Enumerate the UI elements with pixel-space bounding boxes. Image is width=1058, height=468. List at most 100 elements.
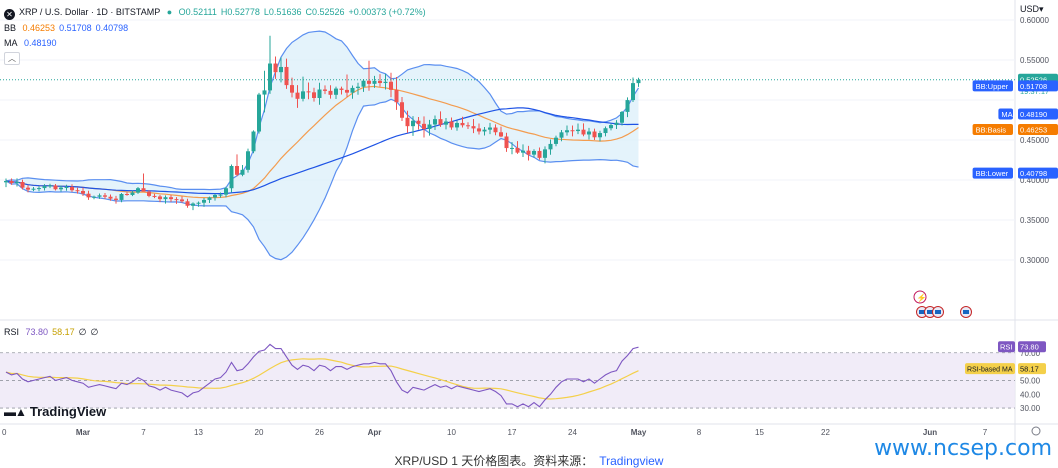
candle-body[interactable]: [163, 197, 168, 200]
rsi-legend[interactable]: RSI 73.80 58.17 ∅ ∅: [4, 326, 102, 338]
candle-body[interactable]: [394, 89, 399, 103]
candle-body[interactable]: [185, 201, 190, 206]
candle-body[interactable]: [438, 119, 443, 125]
candle-body[interactable]: [130, 192, 135, 195]
candle-body[interactable]: [620, 111, 624, 123]
candle-body[interactable]: [141, 188, 146, 192]
ma-line[interactable]: [5, 107, 639, 195]
candle-body[interactable]: [565, 130, 569, 133]
candle-body[interactable]: [229, 166, 234, 189]
candle-body[interactable]: [471, 126, 476, 129]
candle-body[interactable]: [53, 185, 58, 190]
candle-body[interactable]: [218, 194, 223, 196]
bb-upper-line[interactable]: [5, 30, 640, 191]
price-chart[interactable]: 0.60000 0.55000 0.45000 0.40000 0.35000 0.300…: [0, 0, 1058, 445]
candle-body[interactable]: [609, 125, 613, 129]
ma-legend[interactable]: MA 0.48190: [4, 37, 61, 49]
candle-body[interactable]: [174, 199, 179, 201]
candle-body[interactable]: [455, 122, 459, 128]
candle-body[interactable]: [26, 187, 30, 190]
candle-body[interactable]: [312, 92, 316, 98]
candle-body[interactable]: [191, 203, 195, 206]
candle-body[interactable]: [86, 193, 91, 198]
candle-body[interactable]: [119, 194, 124, 200]
candle-body[interactable]: [493, 127, 498, 133]
candle-body[interactable]: [224, 188, 228, 195]
lightning-icon[interactable]: [913, 290, 927, 304]
candle-body[interactable]: [378, 80, 382, 84]
candle-body[interactable]: [92, 196, 96, 198]
candle-body[interactable]: [581, 129, 586, 135]
candle-body[interactable]: [213, 194, 217, 198]
candle-body[interactable]: [328, 90, 333, 95]
candle-body[interactable]: [235, 166, 239, 175]
candle-body[interactable]: [103, 195, 107, 197]
candle-body[interactable]: [9, 180, 14, 184]
candle-body[interactable]: [42, 186, 47, 189]
candle-body[interactable]: [526, 150, 531, 155]
candle-body[interactable]: [4, 180, 8, 183]
candle-body[interactable]: [631, 83, 635, 101]
candle-body[interactable]: [372, 80, 377, 84]
candle-body[interactable]: [81, 190, 85, 194]
candle-body[interactable]: [158, 196, 162, 200]
candle-body[interactable]: [59, 187, 63, 190]
chart-canvas[interactable]: 0.60000 0.55000 0.45000 0.40000 0.35000 0.300…: [0, 0, 1058, 445]
candle-body[interactable]: [350, 87, 355, 93]
candle-body[interactable]: [548, 143, 553, 150]
candle-body[interactable]: [466, 125, 470, 127]
candle-body[interactable]: [169, 197, 173, 200]
candle-body[interactable]: [356, 86, 360, 88]
candle-body[interactable]: [295, 92, 300, 99]
candle-body[interactable]: [400, 102, 404, 118]
candle-body[interactable]: [339, 88, 344, 90]
candle-body[interactable]: [268, 63, 272, 91]
candle-body[interactable]: [284, 66, 289, 86]
candle-body[interactable]: [279, 66, 283, 73]
settings-gear-icon[interactable]: [1031, 426, 1041, 436]
candle-body[interactable]: [136, 188, 140, 193]
candle-body[interactable]: [405, 117, 410, 127]
candle-body[interactable]: [504, 136, 509, 149]
candle-body[interactable]: [306, 91, 311, 93]
candle-body[interactable]: [570, 130, 575, 132]
candle-body[interactable]: [114, 198, 118, 200]
candle-body[interactable]: [257, 94, 261, 132]
candle-body[interactable]: [301, 91, 305, 99]
candle-body[interactable]: [361, 80, 366, 87]
candle-body[interactable]: [323, 89, 327, 91]
candle-body[interactable]: [273, 63, 278, 73]
candle-body[interactable]: [477, 128, 481, 132]
candle-body[interactable]: [48, 185, 52, 187]
candle-body[interactable]: [75, 190, 80, 192]
candle-body[interactable]: [152, 195, 157, 197]
candle-body[interactable]: [207, 197, 212, 200]
candle-body[interactable]: [31, 188, 36, 190]
candle-body[interactable]: [422, 123, 426, 129]
collapse-legend-button[interactable]: ︿: [4, 52, 20, 65]
candle-body[interactable]: [334, 88, 338, 95]
candle-body[interactable]: [97, 195, 102, 197]
candle-body[interactable]: [20, 182, 25, 188]
candle-body[interactable]: [460, 122, 465, 126]
candle-body[interactable]: [416, 120, 421, 124]
candle-body[interactable]: [532, 150, 536, 155]
candle-body[interactable]: [482, 129, 487, 132]
caption-source-link[interactable]: Tradingview: [599, 454, 664, 468]
candle-body[interactable]: [625, 100, 630, 112]
candle-body[interactable]: [383, 81, 388, 84]
candle-body[interactable]: [64, 186, 69, 188]
candle-body[interactable]: [180, 199, 184, 202]
candle-body[interactable]: [636, 79, 641, 84]
candle-body[interactable]: [70, 186, 74, 191]
candle-body[interactable]: [433, 119, 437, 125]
candle-body[interactable]: [251, 131, 256, 152]
candle-body[interactable]: [559, 132, 564, 138]
candle-body[interactable]: [246, 151, 250, 170]
candle-body[interactable]: [147, 191, 151, 196]
candle-body[interactable]: [427, 124, 432, 129]
rsi-ma-line[interactable]: [5, 358, 639, 400]
candle-body[interactable]: [389, 81, 393, 90]
candle-body[interactable]: [515, 147, 520, 153]
candle-body[interactable]: [592, 131, 597, 138]
